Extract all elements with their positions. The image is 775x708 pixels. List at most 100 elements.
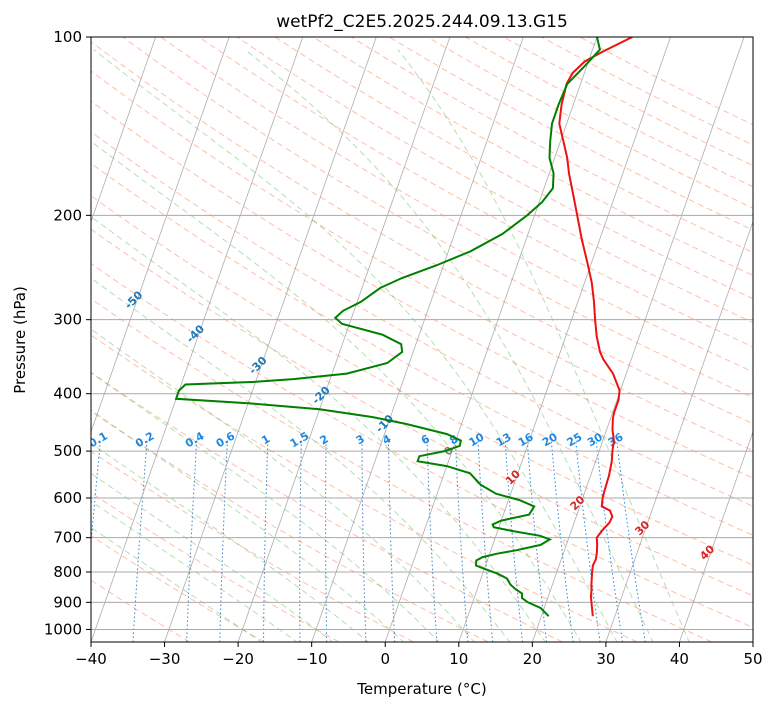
- mixing-ratio-label: 1.5: [288, 429, 311, 450]
- dry-adiabat-line: [274, 37, 753, 300]
- isotherm-label: -10: [373, 412, 396, 435]
- mixing-ratio-label: 20: [540, 430, 560, 449]
- moist-adiabat-line: [91, 409, 405, 642]
- mixing-ratio-label: 36: [606, 430, 626, 449]
- y-tick-label: 800: [53, 563, 82, 581]
- mixing-ratio-line: [263, 440, 269, 642]
- moist-adiabat-line: [91, 328, 475, 642]
- mixing-ratio-line: [299, 440, 302, 642]
- mixing-ratio-line: [186, 440, 198, 642]
- dry-adiabat-line: [579, 37, 753, 126]
- moist-adiabat-line: [91, 500, 298, 642]
- isotherm-label: -30: [246, 354, 269, 377]
- mixing-ratio-label: 0.2: [133, 429, 156, 450]
- mixing-ratio-line: [426, 440, 438, 642]
- dry-adiabat-line: [91, 228, 753, 597]
- y-tick-label: 700: [53, 529, 82, 547]
- x-tick-label: 0: [380, 650, 390, 668]
- mixing-ratio-line: [616, 440, 646, 642]
- x-tick-label: 30: [596, 650, 615, 668]
- dry-adiabat-line: [91, 535, 265, 642]
- mixing-ratio-label: 0.6: [214, 429, 238, 450]
- isotherm-label: -20: [310, 384, 333, 407]
- dry-adiabat-line: [160, 37, 753, 373]
- x-tick-label: 10: [449, 650, 468, 668]
- isotherm-label: -70: [2, 211, 25, 234]
- dry-adiabat-line: [91, 579, 190, 642]
- isotherm-label: 20: [568, 493, 588, 513]
- mixing-ratio-line: [550, 440, 574, 642]
- mixing-ratio-line: [132, 440, 148, 642]
- plot-frame: [90, 36, 754, 643]
- y-tick-label: 400: [53, 385, 82, 403]
- x-axis-label: Temperature (°C): [356, 680, 486, 698]
- moist-adiabat-line: [397, 49, 690, 642]
- x-tick-label: −30: [149, 650, 181, 668]
- dry-adiabat-line: [91, 262, 753, 629]
- y-tick-label: 900: [53, 593, 82, 611]
- moist-adiabat-line: [91, 472, 334, 642]
- isotherm-label: 30: [632, 518, 652, 538]
- mixing-ratio-line: [477, 440, 494, 642]
- dry-adiabat-line: [91, 492, 340, 642]
- dry-adiabat-line: [503, 37, 753, 167]
- isotherm-line: [0, 37, 9, 642]
- mixing-ratio-label: 30: [585, 430, 605, 449]
- y-tick-label: 500: [53, 442, 82, 460]
- y-tick-label: 600: [53, 489, 82, 507]
- dry-adiabat-line: [91, 298, 713, 642]
- mixing-ratio-label: 10: [467, 430, 487, 449]
- dry-adiabat-line: [91, 410, 489, 642]
- isotherm-label: -50: [122, 288, 145, 311]
- x-axis-ticks: −40 −30 −20 −10 0 10 20 30 40 50: [75, 642, 763, 668]
- isotherm-line: [311, 37, 524, 642]
- dry-adiabat-line: [122, 37, 753, 398]
- dry-adiabat-line: [91, 334, 638, 642]
- y-axis-label: Pressure (hPa): [11, 286, 29, 394]
- isotherm-line: [164, 37, 377, 642]
- mixing-ratio-line: [91, 440, 101, 549]
- dewpoint-line: [174, 37, 601, 617]
- y-tick-label: 1000: [44, 620, 82, 638]
- mixing-ratio-label: 25: [565, 430, 585, 449]
- mixing-ratio-line: [504, 440, 523, 642]
- mixing-ratio-line: [454, 440, 469, 642]
- chart-title: wetPf2_C2E5.2025.244.09.13.G15: [276, 12, 568, 32]
- y-tick-label: 300: [53, 311, 82, 329]
- moist-adiabat-line: [91, 442, 370, 642]
- isotherm-label: 10: [503, 467, 523, 487]
- isotherm-line: [605, 220, 753, 642]
- mixing-ratio-line: [575, 440, 601, 642]
- isotherm-line: [458, 37, 671, 642]
- dry-adiabat-line: [91, 70, 753, 452]
- mixing-ratio-label: 6: [419, 432, 432, 447]
- x-tick-label: 20: [523, 650, 542, 668]
- y-tick-label: 100: [53, 28, 82, 46]
- isotherm-line: [91, 37, 304, 642]
- dry-adiabat-line: [91, 131, 753, 507]
- dry-adiabat-line: [198, 37, 753, 348]
- mixing-ratio-label: 0.1: [86, 429, 109, 450]
- dry-adiabat-line: [91, 371, 563, 642]
- moist-adiabat-line: [91, 526, 262, 642]
- mixing-ratio-label: 3: [354, 432, 367, 447]
- isotherm-line: [679, 430, 753, 642]
- moist-adiabat-line: [244, 49, 654, 642]
- mixing-ratio-label: 16: [516, 430, 536, 449]
- dry-adiabat-line: [91, 195, 753, 566]
- line-labels: 0.10.20.40.611.52346810131620253036-100-…: [2, 211, 718, 562]
- isotherm-line: [531, 37, 745, 642]
- temperature-line: [558, 37, 633, 617]
- background-lines: [0, 37, 753, 642]
- isotherm-label: -60: [61, 252, 84, 275]
- x-tick-label: −20: [222, 650, 254, 668]
- x-tick-label: −40: [75, 650, 107, 668]
- mixing-ratio-line: [325, 440, 328, 642]
- isotherm-line: [237, 37, 451, 642]
- y-axis-ticks: 100 200 300 400 500 600 700 800 900 1000: [44, 28, 91, 638]
- isotherm-label: -40: [184, 322, 207, 345]
- x-tick-label: −10: [296, 650, 328, 668]
- mixing-ratio-line: [595, 440, 624, 642]
- isotherm-line: [91, 37, 230, 434]
